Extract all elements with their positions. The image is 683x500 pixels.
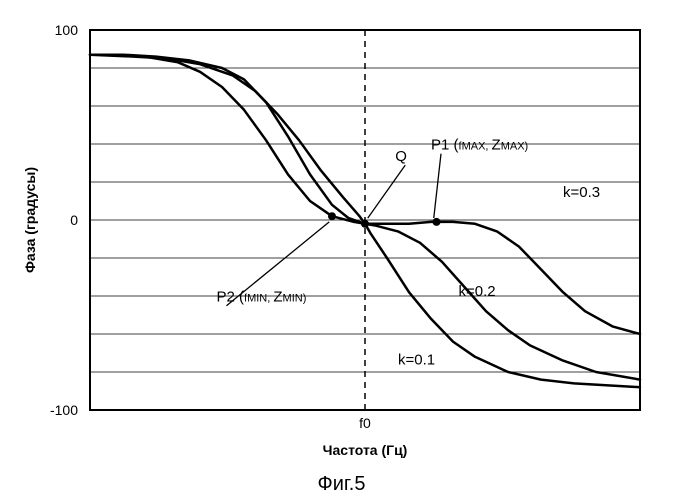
annotation: Q: [395, 148, 407, 165]
series-label: k=0.1: [398, 351, 435, 368]
marker-P2: [328, 212, 336, 220]
ytick-label: -100: [50, 402, 78, 418]
series-label: k=0.3: [563, 184, 600, 201]
ylabel: Фаза (градусы): [22, 167, 38, 273]
series-label: k=0.2: [459, 283, 496, 300]
marker-Q: [361, 220, 369, 228]
ytick-label: 0: [70, 212, 78, 228]
ytick-label: 100: [55, 22, 79, 38]
caption: Фиг.5: [318, 473, 366, 495]
f0-label: f0: [359, 415, 371, 431]
marker-P1: [433, 218, 441, 226]
xlabel: Частота (Гц): [323, 442, 408, 458]
chart-bg: [0, 0, 683, 500]
